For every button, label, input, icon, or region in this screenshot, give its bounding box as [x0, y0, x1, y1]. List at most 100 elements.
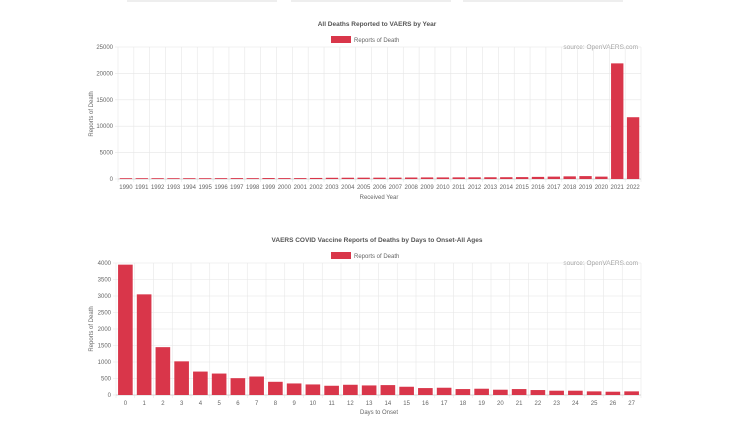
bar[interactable] [549, 390, 564, 395]
y-tick-label: 15000 [96, 98, 113, 104]
bar[interactable] [436, 177, 450, 179]
bar[interactable] [399, 386, 414, 395]
bar[interactable] [605, 391, 621, 395]
bar[interactable] [455, 389, 471, 395]
bar[interactable] [193, 371, 208, 395]
x-tick-label: 2016 [531, 185, 545, 191]
bar[interactable] [468, 177, 481, 179]
bar[interactable] [568, 390, 583, 395]
bar[interactable] [118, 264, 133, 395]
bar[interactable] [380, 385, 396, 395]
bar[interactable] [174, 361, 189, 395]
top-divider [127, 0, 277, 2]
bar[interactable] [493, 389, 508, 395]
bar[interactable] [511, 389, 527, 395]
bar[interactable] [418, 388, 433, 395]
bar[interactable] [357, 177, 370, 179]
bar[interactable] [167, 178, 180, 179]
bar[interactable] [595, 176, 608, 179]
deaths-by-days-to-onset-chart: VAERS COVID Vaccine Reports of Deaths by… [89, 237, 642, 416]
bar[interactable] [343, 384, 358, 395]
x-tick-label: 1991 [135, 185, 149, 191]
x-tick-label: 1995 [198, 185, 212, 191]
bar[interactable] [586, 391, 602, 395]
bar[interactable] [389, 177, 402, 179]
bar[interactable] [341, 177, 354, 179]
bar[interactable] [484, 177, 497, 179]
x-tick-label: 3 [180, 401, 184, 407]
bar[interactable] [624, 391, 639, 395]
bar[interactable] [119, 178, 133, 179]
x-tick-label: 2013 [484, 185, 498, 191]
legend-label: Reports of Death [354, 254, 399, 260]
bar[interactable] [262, 178, 275, 179]
x-axis-title: Received Year [360, 195, 399, 201]
bar[interactable] [151, 178, 164, 179]
bar[interactable] [155, 347, 171, 395]
x-tick-label: 2005 [357, 185, 371, 191]
bar[interactable] [249, 376, 264, 395]
chart-title: All Deaths Reported to VAERS by Year [318, 21, 437, 28]
x-tick-label: 14 [385, 401, 392, 407]
x-tick-label: 18 [460, 401, 467, 407]
bar[interactable] [405, 177, 418, 179]
y-tick-label: 4000 [98, 261, 112, 267]
bar[interactable] [579, 176, 592, 179]
x-tick-label: 2000 [278, 185, 292, 191]
bar[interactable] [211, 373, 227, 395]
y-tick-label: 0 [108, 393, 112, 399]
y-tick-label: 2000 [98, 327, 112, 333]
bar[interactable] [136, 294, 152, 395]
bar[interactable] [309, 177, 323, 179]
x-tick-label: 2002 [309, 185, 323, 191]
x-tick-label: 16 [422, 401, 429, 407]
bar[interactable] [230, 378, 246, 395]
bar[interactable] [278, 178, 291, 179]
y-tick-label: 500 [101, 377, 112, 383]
source-label: source: OpenVAERS.com [563, 44, 638, 51]
bar[interactable] [183, 178, 196, 179]
y-axis-title: Reports of Death [89, 306, 95, 351]
x-tick-label: 2009 [420, 185, 434, 191]
bar[interactable] [268, 381, 283, 395]
bar[interactable] [135, 178, 148, 179]
bar[interactable] [530, 390, 546, 395]
bar[interactable] [563, 176, 576, 179]
bar[interactable] [436, 387, 452, 395]
x-tick-label: 1992 [151, 185, 165, 191]
y-tick-label: 20000 [96, 71, 113, 77]
bar[interactable] [324, 385, 339, 395]
x-tick-label: 7 [255, 401, 259, 407]
x-tick-label: 2010 [436, 185, 450, 191]
bar[interactable] [294, 178, 307, 179]
bar[interactable] [452, 177, 465, 179]
bar[interactable] [230, 178, 244, 179]
bar[interactable] [373, 177, 386, 179]
x-tick-label: 1990 [119, 185, 133, 191]
bar[interactable] [531, 176, 545, 179]
bar[interactable] [515, 177, 529, 179]
x-tick-label: 1993 [167, 185, 181, 191]
bar[interactable] [305, 384, 321, 395]
bar[interactable] [246, 178, 259, 179]
bar[interactable] [361, 385, 377, 395]
x-tick-label: 1997 [230, 185, 244, 191]
bar[interactable] [626, 117, 640, 179]
bar[interactable] [500, 177, 513, 179]
x-tick-label: 2001 [294, 185, 308, 191]
y-axis-title: Reports of Death [89, 91, 95, 136]
bar[interactable] [286, 383, 302, 395]
bar[interactable] [198, 178, 212, 179]
bar[interactable] [214, 178, 228, 179]
bar[interactable] [547, 176, 561, 179]
bars [119, 63, 640, 180]
x-tick-label: 8 [274, 401, 278, 407]
bar[interactable] [474, 388, 489, 395]
legend-swatch [331, 36, 351, 43]
bar[interactable] [325, 177, 339, 179]
y-ticks: 0 500 1000 1500 2000 2500 3000 3500 4000 [98, 261, 112, 399]
bar[interactable] [420, 177, 434, 179]
y-tick-label: 3500 [98, 278, 112, 284]
bar[interactable] [611, 63, 624, 180]
x-tick-label: 26 [610, 401, 617, 407]
